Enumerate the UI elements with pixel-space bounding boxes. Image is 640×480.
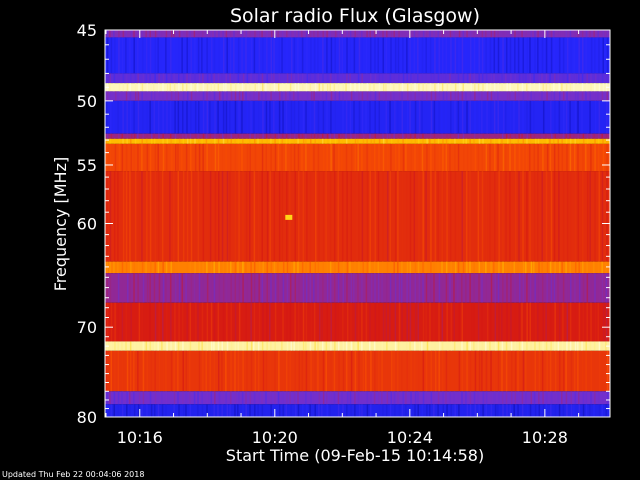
frequency-band-10 bbox=[105, 261, 610, 274]
y-axis: 45 50 55 60 70 80 bbox=[77, 21, 610, 427]
y-tick-label-45: 45 bbox=[77, 21, 97, 40]
band-texture-2 bbox=[105, 73, 609, 84]
band-texture-11 bbox=[106, 273, 608, 303]
y-tick-label-60: 60 bbox=[77, 215, 97, 234]
band-texture-4 bbox=[106, 91, 608, 101]
y-tick-label-55: 55 bbox=[77, 156, 97, 175]
y-axis-label: Frequency [MHz] bbox=[51, 157, 70, 291]
hot-spot-0 bbox=[285, 214, 293, 220]
frequency-band-6 bbox=[105, 133, 610, 139]
x-axis-label: Start Time (09-Feb-15 10:14:58) bbox=[226, 446, 484, 465]
band-texture-6 bbox=[106, 133, 608, 139]
band-texture-8 bbox=[105, 143, 608, 172]
frequency-band-0 bbox=[105, 30, 610, 38]
frequency-band-2 bbox=[105, 73, 610, 84]
band-texture-13 bbox=[106, 341, 607, 351]
frequency-band-1 bbox=[105, 37, 610, 74]
band-texture-14 bbox=[105, 350, 609, 392]
band-texture-1 bbox=[106, 37, 609, 74]
y-tick-label-50: 50 bbox=[77, 92, 97, 111]
band-texture-12 bbox=[106, 302, 608, 342]
spectrogram-heatmap bbox=[105, 30, 610, 417]
x-tick-label-10:24: 10:24 bbox=[387, 428, 433, 447]
frequency-band-16 bbox=[105, 404, 610, 417]
band-texture-5 bbox=[105, 100, 608, 134]
band-texture-0 bbox=[106, 30, 609, 38]
y-tick-label-80: 80 bbox=[77, 408, 97, 427]
update-timestamp: Updated Thu Feb 22 00:04:06 2018 bbox=[2, 470, 145, 479]
frequency-band-4 bbox=[105, 91, 610, 101]
x-tick-label-10:16: 10:16 bbox=[117, 428, 163, 447]
band-texture-7 bbox=[105, 138, 608, 144]
x-tick-label-10:20: 10:20 bbox=[252, 428, 298, 447]
y-tick-label-70: 70 bbox=[77, 318, 97, 337]
band-texture-9 bbox=[106, 171, 608, 262]
band-texture-3 bbox=[106, 83, 608, 92]
frequency-band-9 bbox=[105, 171, 610, 262]
band-texture-10 bbox=[106, 261, 607, 274]
frequency-band-3 bbox=[105, 83, 610, 92]
frequency-band-14 bbox=[105, 350, 610, 392]
chart-title: Solar radio Flux (Glasgow) bbox=[230, 5, 480, 27]
band-texture-15 bbox=[106, 391, 609, 405]
band-texture-16 bbox=[106, 404, 607, 417]
frequency-band-12 bbox=[105, 302, 610, 342]
x-tick-label-10:28: 10:28 bbox=[522, 428, 568, 447]
x-axis: 10:16 10:20 10:24 10:28 bbox=[105, 30, 580, 447]
frequency-band-5 bbox=[105, 100, 610, 134]
